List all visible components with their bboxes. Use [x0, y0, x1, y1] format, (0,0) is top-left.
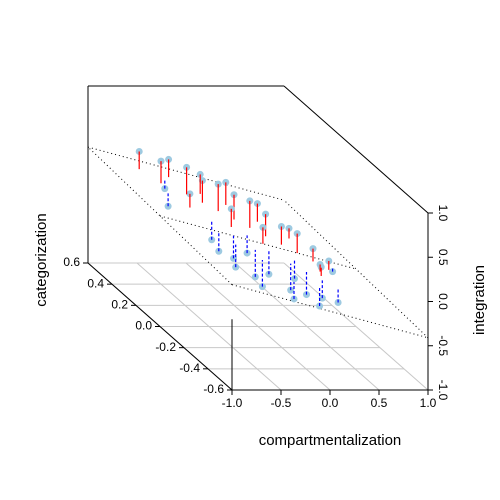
- data-point: [243, 249, 251, 257]
- box-edge: [283, 85, 429, 214]
- y-tick-label: 0.4: [87, 276, 104, 290]
- y-axis-label: categorization: [33, 213, 50, 306]
- z-axis-label: integration: [471, 265, 488, 335]
- y-tick-label: -0.4: [179, 361, 200, 375]
- z-tick-label: -1.0: [436, 380, 450, 401]
- x-tick-label: 0.5: [371, 396, 388, 410]
- y-tick-label: 0.6: [63, 255, 80, 269]
- x-tick-label: 1.0: [420, 396, 437, 410]
- z-tick-label: 0.0: [436, 293, 450, 310]
- x-axis-label: compartmentalization: [259, 432, 402, 449]
- z-tick-label: 1.0: [436, 205, 450, 222]
- x-tick-label: -0.5: [271, 396, 292, 410]
- z-tick-label: -0.5: [436, 335, 450, 356]
- x-tick-label: -1.0: [222, 396, 243, 410]
- x-tick-label: 0.0: [322, 396, 339, 410]
- y-tick-label: -0.6: [203, 382, 224, 396]
- z-tick-label: 0.5: [436, 249, 450, 266]
- y-tick-label: 0.2: [111, 298, 128, 312]
- y-tick-label: 0.0: [135, 319, 152, 333]
- y-tick-label: -0.2: [155, 340, 176, 354]
